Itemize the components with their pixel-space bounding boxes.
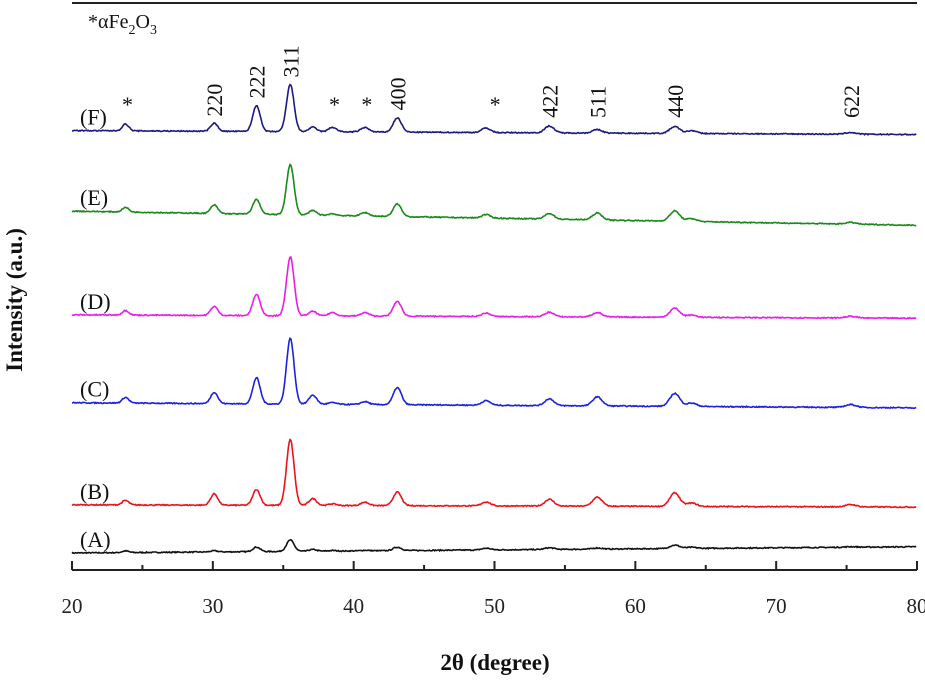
x-tick-label: 40 [343, 594, 364, 618]
x-axis-title: 2θ (degree) [440, 650, 549, 675]
series-label: (D) [80, 289, 111, 314]
alpha-fe2o3-marker: * [329, 92, 340, 117]
alpha-fe2o3-marker: * [490, 92, 501, 117]
series-label: (C) [80, 377, 109, 402]
series-group: (A) (B) (C) (D) (E) (F) [71, 83, 917, 555]
hkl-label-440: 440 [663, 85, 688, 118]
legend-note: *αFe2O3 [88, 11, 157, 38]
hkl-label-622: 622 [839, 85, 864, 118]
series-line-d [71, 255, 917, 320]
x-axis: 20 30 40 50 60 70 80 [62, 561, 925, 618]
series-line-a [71, 538, 917, 555]
series-label: (E) [80, 185, 108, 210]
series-label: (F) [80, 105, 107, 130]
x-tick-label: 50 [484, 594, 505, 618]
alpha-fe2o3-marker: * [361, 92, 372, 117]
series-label: (A) [80, 527, 111, 552]
alpha-fe2o3-marker: * [122, 92, 133, 117]
series-line-e [71, 163, 917, 227]
series-line-b [71, 438, 917, 509]
hkl-label-222: 222 [244, 65, 269, 98]
hkl-label-220: 220 [202, 84, 227, 117]
annotations: 220 222 311 400 422 511 440 622 * * * * [122, 45, 864, 118]
series-line-c [71, 336, 917, 410]
series-line-f [72, 83, 917, 136]
x-tick-label: 20 [62, 594, 83, 618]
series-label: (B) [80, 479, 109, 504]
y-axis-title: Intensity (a.u.) [2, 228, 27, 372]
x-tick-label: 30 [202, 594, 223, 618]
hkl-label-422: 422 [537, 85, 562, 118]
x-tick-label: 60 [625, 594, 646, 618]
x-tick-label: 70 [766, 594, 787, 618]
x-tick-label: 80 [907, 594, 925, 618]
hkl-label-311: 311 [278, 45, 303, 77]
hkl-label-400: 400 [385, 77, 410, 110]
hkl-label-511: 511 [585, 86, 610, 118]
